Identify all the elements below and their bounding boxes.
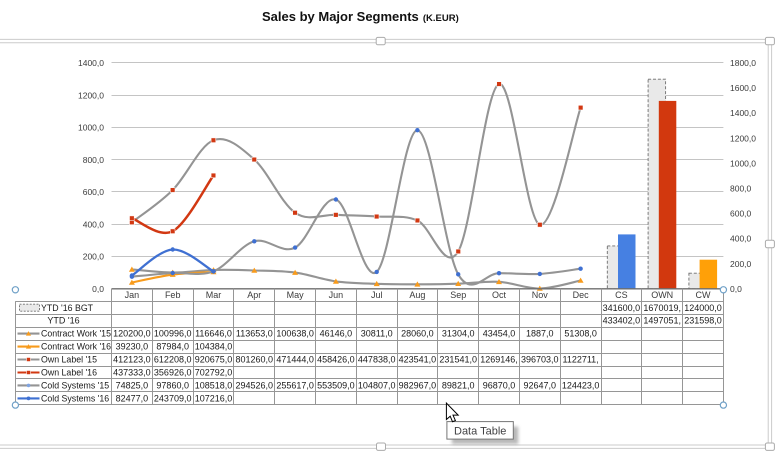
svg-text:1887,0: 1887,0 (526, 329, 554, 339)
svg-text:Feb: Feb (165, 290, 181, 300)
svg-text:458426,0: 458426,0 (317, 355, 355, 365)
svg-text:255617,0: 255617,0 (276, 381, 314, 391)
svg-text:341600,0: 341600,0 (603, 303, 641, 313)
svg-text:200,0: 200,0 (730, 259, 752, 269)
svg-text:Aug: Aug (409, 290, 425, 300)
svg-text:89821,0: 89821,0 (442, 381, 475, 391)
svg-text:120200,0: 120200,0 (113, 329, 151, 339)
svg-text:600,0: 600,0 (83, 187, 105, 197)
svg-text:Cold Systems '15: Cold Systems '15 (41, 381, 109, 391)
svg-text:702792,0: 702792,0 (195, 368, 233, 378)
svg-text:107216,0: 107216,0 (195, 394, 233, 404)
svg-text:31304,0: 31304,0 (442, 329, 475, 339)
svg-text:Sep: Sep (450, 290, 466, 300)
svg-text:CS: CS (615, 290, 628, 300)
svg-text:400,0: 400,0 (83, 219, 105, 229)
svg-text:104807,0: 104807,0 (358, 381, 396, 391)
svg-text:108518,0: 108518,0 (195, 381, 233, 391)
svg-text:96870,0: 96870,0 (483, 381, 516, 391)
svg-text:Jan: Jan (125, 290, 140, 300)
svg-text:92647,0: 92647,0 (524, 381, 557, 391)
svg-text:100996,0: 100996,0 (154, 329, 192, 339)
svg-text:294526,0: 294526,0 (236, 381, 274, 391)
svg-text:1122711,: 1122711, (562, 355, 598, 365)
svg-text:YTD '16: YTD '16 (47, 316, 79, 326)
svg-text:Data Table: Data Table (454, 425, 506, 437)
svg-text:356926,0: 356926,0 (154, 368, 192, 378)
svg-text:124423,0: 124423,0 (562, 381, 600, 391)
svg-text:74825,0: 74825,0 (116, 381, 149, 391)
svg-text:Contract Work '15: Contract Work '15 (41, 329, 111, 339)
svg-text:471444,0: 471444,0 (276, 355, 314, 365)
svg-text:Own Label '16: Own Label '16 (41, 368, 97, 378)
svg-text:231598,0: 231598,0 (684, 316, 722, 326)
svg-text:0,0: 0,0 (92, 284, 104, 294)
svg-text:28060,0: 28060,0 (401, 329, 434, 339)
svg-text:Apr: Apr (247, 290, 261, 300)
svg-text:YTD '16 BGT: YTD '16 BGT (41, 303, 94, 313)
svg-text:231541,0: 231541,0 (439, 355, 477, 365)
svg-text:30811,0: 30811,0 (361, 329, 393, 339)
svg-text:87984,0: 87984,0 (156, 342, 189, 352)
svg-text:200,0: 200,0 (83, 252, 105, 262)
svg-text:CW: CW (696, 290, 711, 300)
svg-text:243709,0: 243709,0 (154, 394, 192, 404)
svg-text:800,0: 800,0 (730, 184, 752, 194)
svg-text:97860,0: 97860,0 (156, 381, 189, 391)
svg-text:612208,0: 612208,0 (154, 355, 192, 365)
svg-text:Nov: Nov (532, 290, 549, 300)
svg-text:553509,0: 553509,0 (317, 381, 355, 391)
svg-text:Sales by Major Segments: Sales by Major Segments (262, 9, 419, 24)
svg-text:447838,0: 447838,0 (358, 355, 396, 365)
svg-text:1800,0: 1800,0 (730, 58, 756, 68)
svg-text:100638,0: 100638,0 (276, 329, 314, 339)
svg-text:801260,0: 801260,0 (236, 355, 274, 365)
svg-text:OWN: OWN (651, 290, 673, 300)
svg-text:1600,0: 1600,0 (730, 83, 756, 93)
svg-text:Cold Systems '16: Cold Systems '16 (41, 394, 109, 404)
svg-text:51308,0: 51308,0 (564, 329, 597, 339)
svg-text:46146,0: 46146,0 (320, 329, 353, 339)
svg-text:43454,0: 43454,0 (483, 329, 516, 339)
svg-text:Mar: Mar (206, 290, 222, 300)
svg-text:(K.EUR): (K.EUR) (423, 13, 459, 24)
svg-text:1269146,: 1269146, (480, 355, 518, 365)
svg-text:800,0: 800,0 (83, 155, 105, 165)
svg-text:600,0: 600,0 (730, 209, 752, 219)
svg-text:116646,0: 116646,0 (195, 329, 232, 339)
svg-text:82477,0: 82477,0 (116, 394, 149, 404)
svg-text:1670019,: 1670019, (643, 303, 681, 313)
svg-text:396703,0: 396703,0 (521, 355, 559, 365)
svg-text:1400,0: 1400,0 (78, 58, 104, 68)
svg-text:1400,0: 1400,0 (730, 108, 756, 118)
svg-text:Own Label '15: Own Label '15 (41, 355, 97, 365)
svg-text:423541,0: 423541,0 (399, 355, 437, 365)
svg-text:1000,0: 1000,0 (730, 158, 756, 168)
svg-text:400,0: 400,0 (730, 234, 752, 244)
svg-text:412123,0: 412123,0 (113, 355, 151, 365)
svg-text:1200,0: 1200,0 (730, 133, 756, 143)
svg-text:Jun: Jun (329, 290, 344, 300)
svg-text:433402,0: 433402,0 (603, 316, 641, 326)
svg-text:920675,0: 920675,0 (195, 355, 233, 365)
svg-text:39230,0: 39230,0 (116, 342, 149, 352)
svg-text:982967,0: 982967,0 (399, 381, 437, 391)
svg-text:Contract Work '16: Contract Work '16 (41, 342, 111, 352)
svg-text:437333,0: 437333,0 (113, 368, 151, 378)
svg-text:Oct: Oct (492, 290, 507, 300)
svg-text:Jul: Jul (371, 290, 383, 300)
svg-text:124000,0: 124000,0 (684, 303, 722, 313)
svg-text:104384,0: 104384,0 (195, 342, 233, 352)
svg-text:1200,0: 1200,0 (78, 90, 104, 100)
svg-text:May: May (287, 290, 305, 300)
svg-text:0,0: 0,0 (730, 284, 742, 294)
svg-text:1497051,: 1497051, (643, 316, 681, 326)
svg-text:113653,0: 113653,0 (236, 329, 273, 339)
svg-text:Dec: Dec (573, 290, 590, 300)
svg-text:1000,0: 1000,0 (78, 123, 104, 133)
